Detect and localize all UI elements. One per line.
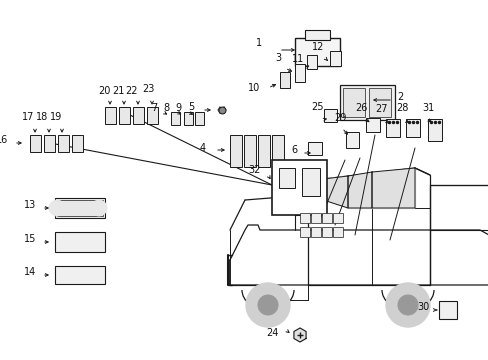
Text: 23: 23 (142, 84, 154, 94)
Bar (147, 107, 158, 124)
Bar (258, 135, 269, 167)
Bar (195, 112, 203, 125)
Bar (30, 135, 41, 152)
Bar (368, 88, 390, 117)
Bar (119, 107, 130, 124)
Bar (55, 266, 105, 284)
Bar (271, 135, 284, 167)
Bar (332, 213, 342, 223)
Bar (405, 119, 419, 137)
Bar (385, 119, 399, 137)
Text: 8: 8 (163, 103, 170, 113)
Bar (57, 200, 103, 216)
Text: 28: 28 (395, 103, 407, 113)
Text: 18: 18 (36, 112, 48, 122)
Bar (280, 72, 289, 88)
Text: 7: 7 (150, 103, 157, 113)
Text: 4: 4 (200, 143, 205, 153)
Bar (310, 213, 320, 223)
Text: 5: 5 (187, 102, 194, 112)
Text: 3: 3 (274, 53, 281, 63)
Circle shape (91, 200, 107, 216)
Text: 19: 19 (50, 112, 62, 122)
Bar (299, 208, 307, 214)
Bar (279, 168, 294, 188)
Bar (299, 227, 309, 237)
Bar (324, 109, 336, 122)
Circle shape (258, 295, 278, 315)
Text: 1: 1 (255, 38, 262, 48)
Text: 24: 24 (266, 328, 279, 338)
Text: 29: 29 (333, 113, 346, 123)
Bar (332, 227, 342, 237)
Circle shape (397, 295, 417, 315)
Bar (346, 132, 358, 148)
Text: 10: 10 (247, 83, 260, 93)
Circle shape (245, 283, 289, 327)
Bar (271, 160, 326, 215)
Bar (339, 85, 394, 120)
Bar (294, 64, 305, 82)
Bar (229, 135, 242, 167)
Bar (55, 198, 105, 218)
Bar (44, 135, 55, 152)
Text: 22: 22 (125, 86, 138, 96)
Bar (307, 142, 321, 155)
Bar (294, 38, 339, 66)
Circle shape (49, 200, 65, 216)
Bar (302, 168, 319, 196)
Text: 2: 2 (396, 92, 403, 102)
Polygon shape (229, 225, 488, 285)
Text: 26: 26 (354, 103, 366, 113)
Bar (183, 112, 193, 125)
Polygon shape (307, 176, 347, 208)
Bar (365, 118, 379, 132)
Text: 17: 17 (22, 112, 34, 122)
Text: 21: 21 (112, 86, 124, 96)
Polygon shape (293, 328, 305, 342)
Bar (55, 232, 105, 252)
Text: 30: 30 (417, 302, 429, 312)
Polygon shape (347, 172, 371, 208)
Bar (299, 213, 309, 223)
Bar (244, 135, 256, 167)
Bar (329, 51, 340, 66)
Bar (58, 135, 69, 152)
Text: 11: 11 (291, 54, 304, 64)
Bar (321, 227, 331, 237)
Text: 27: 27 (375, 104, 387, 114)
Bar (342, 88, 364, 117)
Text: 14: 14 (24, 267, 36, 277)
Bar (306, 55, 316, 69)
Text: 13: 13 (24, 200, 36, 210)
Bar (310, 227, 320, 237)
Text: 6: 6 (290, 145, 296, 155)
Text: 12: 12 (311, 42, 324, 52)
Text: 31: 31 (421, 103, 433, 113)
Bar (105, 107, 116, 124)
Text: 15: 15 (23, 234, 36, 244)
Circle shape (385, 283, 429, 327)
Text: 16: 16 (0, 135, 8, 145)
Text: 9: 9 (175, 103, 181, 113)
Bar (305, 30, 329, 40)
Bar (72, 135, 83, 152)
Polygon shape (371, 168, 414, 208)
Bar (171, 112, 180, 125)
Bar (321, 213, 331, 223)
Text: 25: 25 (311, 102, 324, 112)
Bar (438, 301, 456, 319)
Text: 20: 20 (98, 86, 110, 96)
Bar (427, 119, 441, 141)
Bar (133, 107, 143, 124)
Text: 32: 32 (248, 165, 261, 175)
